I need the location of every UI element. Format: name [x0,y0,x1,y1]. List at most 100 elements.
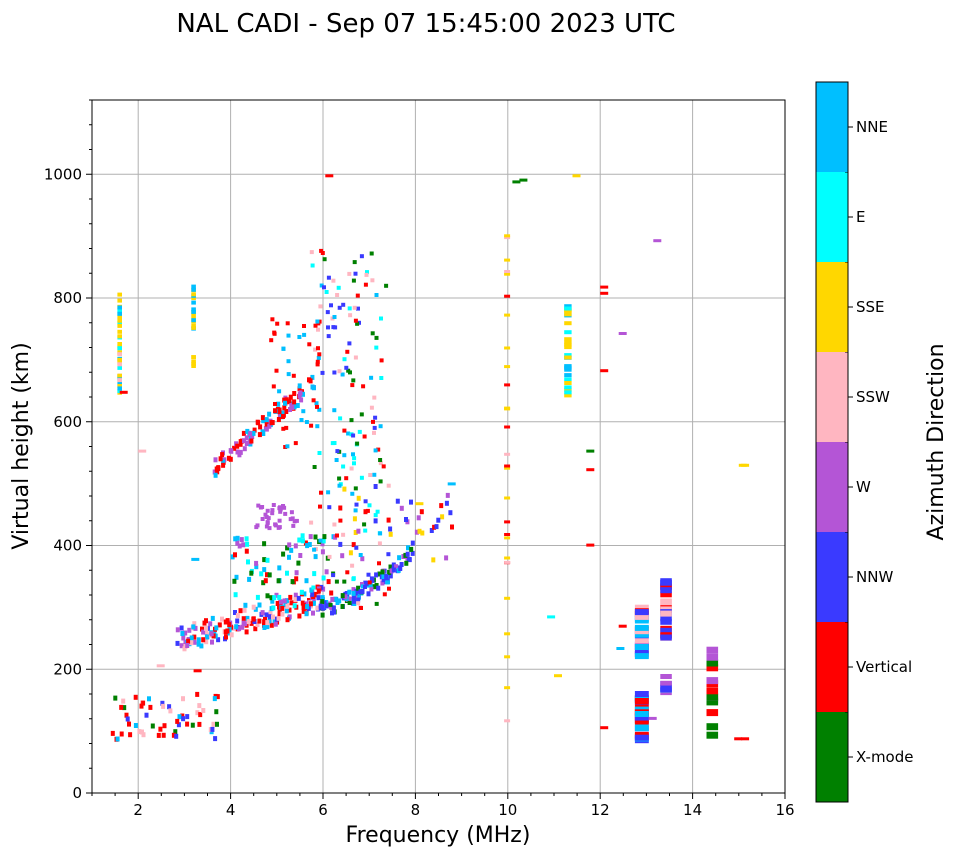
cluster-column-13.4MHz-high [660,578,672,641]
data-point [200,626,204,632]
data-point [241,616,246,622]
data-point [277,611,282,617]
data-point [191,300,196,305]
data-point [271,605,276,611]
data-point [379,358,384,363]
data-point [316,356,321,360]
data-point [192,639,197,645]
data-point [349,418,354,423]
data-point [335,600,340,605]
data-point [660,583,672,590]
colorbar-swatch-w [816,442,848,532]
data-point [276,417,281,422]
data-point [181,716,186,722]
data-point [315,319,320,324]
data-point [648,716,657,720]
data-point [634,653,649,660]
data-point [150,723,155,729]
colorbar-label-e: E [856,208,865,226]
data-point [273,408,277,414]
x-tick-label: 8 [411,801,421,819]
data-point [174,733,179,739]
data-point [634,734,649,741]
cluster-F1-upper [230,533,336,612]
data-point [436,517,441,523]
data-point [302,591,307,597]
data-point [324,290,329,294]
data-point [144,712,149,718]
data-point [600,369,609,373]
data-point [269,420,274,426]
data-point [660,610,672,617]
data-point [276,401,281,407]
data-point [315,362,320,367]
y-tick-label: 600 [53,413,82,431]
data-point [504,655,511,659]
data-point [173,729,178,735]
data-point [634,638,649,645]
data-point [187,627,192,633]
data-point [354,588,359,594]
data-point [315,359,320,364]
data-point [272,331,277,336]
data-point [195,710,200,716]
data-point [255,594,260,600]
data-point [365,508,370,513]
data-point [183,630,188,636]
data-point [287,542,292,548]
data-point [214,625,219,631]
data-point [311,600,316,606]
data-point [190,722,195,728]
data-point [213,633,218,639]
colorbar-label-nnw: NNW [856,568,893,586]
data-point [504,313,511,317]
data-point [373,513,378,518]
data-point [415,502,424,506]
data-point [734,737,743,741]
data-point [356,495,361,501]
data-point [247,576,252,582]
data-point [161,703,166,709]
data-point [284,608,289,614]
cluster-F1-trace [175,584,326,652]
data-point [191,309,196,314]
data-point [305,604,310,610]
data-point [228,456,233,462]
data-point [212,696,217,702]
data-point [302,332,307,337]
data-point [317,407,322,412]
data-point [347,271,352,276]
data-point [309,587,314,593]
data-point [117,378,122,383]
data-point [379,316,383,321]
data-point [338,541,343,547]
data-point [257,618,262,624]
data-point [350,383,355,388]
data-point [299,418,304,422]
data-point [353,508,358,513]
data-point [431,557,436,563]
data-point [277,409,282,415]
data-point [297,393,302,399]
data-point [445,492,450,498]
data-point [313,534,318,540]
data-point [193,625,198,631]
data-point [282,397,287,403]
data-point [262,541,267,547]
data-point [244,536,249,542]
data-point [370,331,375,336]
data-point [117,357,122,362]
y-axis-label: Virtual height (km) [9,342,34,549]
data-point [267,572,272,578]
data-point [381,464,386,469]
data-point [264,417,269,423]
data-point [363,509,368,515]
data-point [276,578,281,584]
data-point [660,674,672,679]
data-point [117,315,122,319]
data-point [351,378,356,383]
data-point [373,415,378,420]
data-point [344,476,349,481]
data-point [356,601,361,606]
data-point [660,591,672,598]
